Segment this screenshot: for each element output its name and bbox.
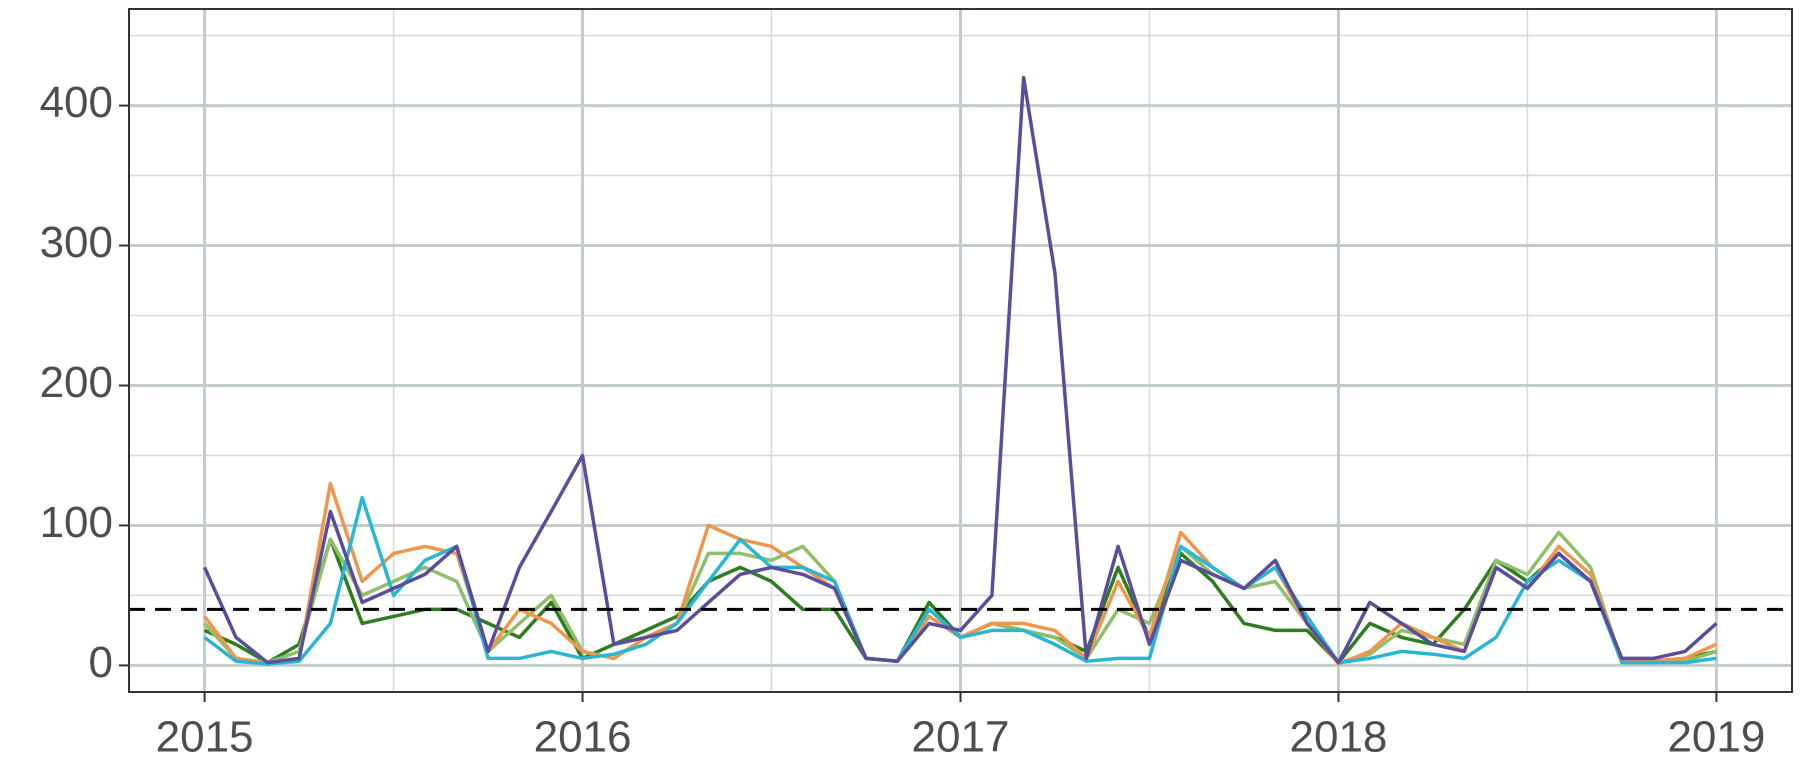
y-tick-label: 400 <box>40 78 113 127</box>
x-tick-label: 2017 <box>912 713 1010 762</box>
y-tick-label: 300 <box>40 218 113 267</box>
x-tick-label: 2018 <box>1290 713 1388 762</box>
x-tick-label: 2015 <box>156 713 254 762</box>
panel-border <box>128 8 1793 693</box>
y-tick-label: 0 <box>89 638 113 687</box>
x-tick-label: 2016 <box>534 713 632 762</box>
series-line <box>203 75 1718 665</box>
x-tick-label: 2019 <box>1667 713 1765 762</box>
y-tick-label: 200 <box>40 358 113 407</box>
y-tick-label: 100 <box>40 498 113 547</box>
